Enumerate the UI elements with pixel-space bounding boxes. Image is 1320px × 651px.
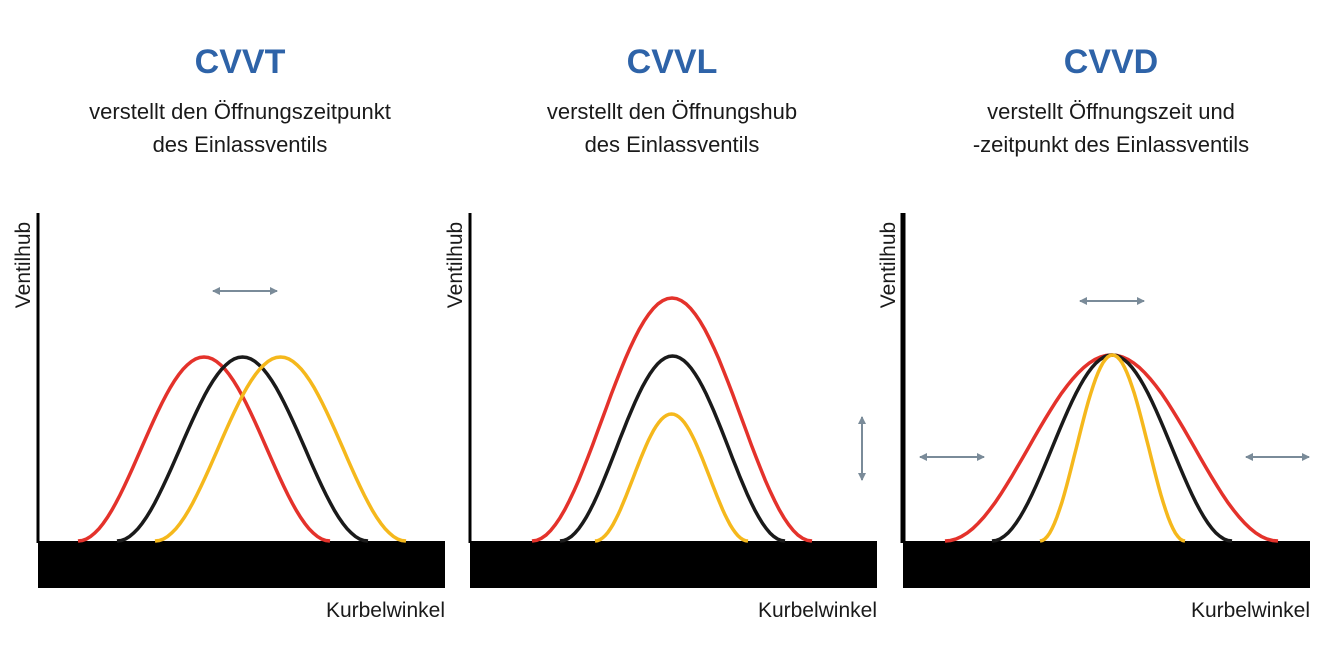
panel-title: CVVT — [195, 43, 286, 81]
y-axis — [468, 213, 472, 543]
valve-curve — [559, 354, 786, 543]
y-axis-label: Ventilhub — [12, 222, 35, 308]
valve-curve — [944, 353, 1279, 543]
panel: CVVL verstellt den Öffnungshub des Einlass… — [444, 43, 877, 622]
y-axis-label: Ventilhub — [877, 222, 900, 308]
y-axis — [36, 213, 40, 543]
x-axis-label: Kurbelwinkel — [1191, 599, 1310, 622]
baseline-bar — [903, 541, 1310, 588]
y-axis — [900, 213, 906, 543]
valve-curve — [77, 355, 331, 543]
valve-curve — [116, 355, 369, 543]
panel-subtitle: des Einlassventils — [153, 132, 328, 157]
panel-subtitle: verstellt Öffnungszeit und — [987, 99, 1235, 124]
panel-subtitle: verstellt den Öffnungshub — [547, 99, 797, 124]
panel: CVVT verstellt den Öffnungszeitpunkt des E… — [12, 43, 445, 622]
x-axis-label: Kurbelwinkel — [326, 599, 445, 622]
valve-curve — [154, 355, 407, 543]
valve-curve — [594, 412, 749, 543]
panel-subtitle: verstellt den Öffnungszeitpunkt — [89, 99, 391, 124]
panel-subtitle: des Einlassventils — [585, 132, 760, 157]
baseline-bar — [470, 541, 877, 588]
panel-title: CVVD — [1064, 43, 1158, 81]
panel: CVVD verstellt Öffnungszeit und -zeitpunkt… — [877, 43, 1310, 622]
panel-title: CVVL — [627, 43, 718, 81]
baseline-bar — [38, 541, 445, 588]
x-axis-label: Kurbelwinkel — [758, 599, 877, 622]
panel-subtitle: -zeitpunkt des Einlassventils — [973, 132, 1249, 157]
valve-curve — [1039, 353, 1186, 543]
y-axis-label: Ventilhub — [444, 222, 467, 308]
valve-curve — [531, 296, 813, 543]
